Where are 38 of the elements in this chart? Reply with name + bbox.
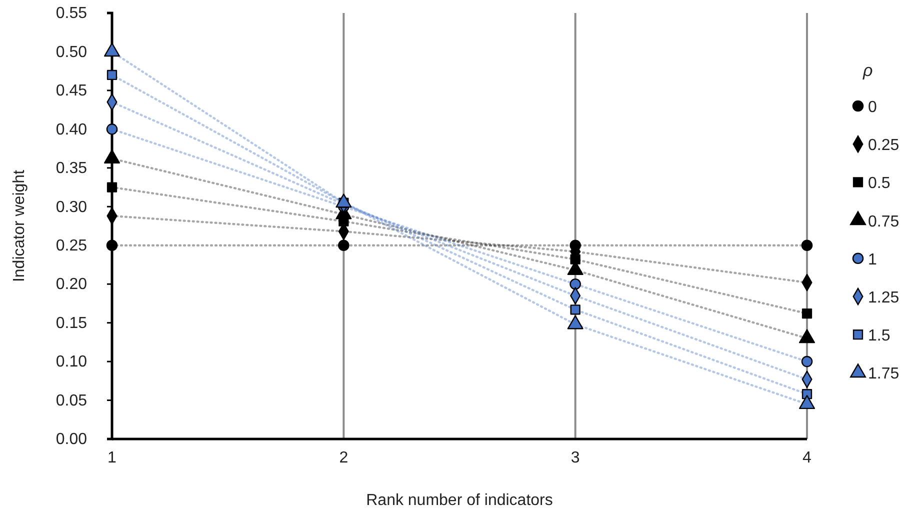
point: [801, 240, 813, 251]
point: [570, 304, 580, 315]
y-tick-label: 0.30: [56, 198, 88, 216]
y-tick-label: 0.05: [56, 392, 88, 410]
point: [802, 308, 812, 319]
point: [106, 124, 118, 135]
y-tick-label: 0.00: [56, 431, 88, 448]
x-axis-title: Rank number of indicators: [366, 492, 553, 509]
x-tick-label: 1: [108, 449, 117, 466]
x-tick-label: 2: [339, 449, 348, 466]
point: [106, 240, 118, 251]
legend-title: ρ: [862, 61, 873, 80]
point: [801, 356, 813, 368]
y-tick-label: 0.15: [56, 314, 88, 332]
y-tick-label: 0.20: [56, 276, 88, 294]
y-tick-label: 0.25: [56, 237, 88, 254]
point: [338, 240, 350, 251]
legend-label: 1.75: [868, 366, 900, 383]
legend-label: 1.25: [868, 290, 900, 306]
legend-label: 1.5: [868, 328, 890, 345]
legend-label: 0.75: [868, 213, 900, 230]
x-tick-label: 4: [802, 449, 812, 466]
legend-label: 0: [868, 99, 877, 116]
point: [570, 254, 580, 264]
legend-label: 0.25: [868, 137, 900, 154]
y-tick-label: 0.50: [56, 44, 88, 61]
y-tick-label: 0.55: [56, 5, 88, 22]
x-tick-label: 3: [570, 449, 580, 466]
point: [570, 278, 581, 290]
legend-label: 1: [868, 251, 877, 268]
point: [106, 70, 118, 80]
y-tick-label: 0.40: [56, 121, 88, 138]
y-tick-label: 0.35: [56, 160, 88, 178]
point: [106, 182, 118, 192]
y-tick-label: 0.10: [56, 354, 88, 371]
y-tick-label: 0.45: [56, 82, 88, 100]
y-axis-title: Indicator weight: [11, 169, 28, 282]
legend-label: 0.5: [868, 175, 890, 192]
